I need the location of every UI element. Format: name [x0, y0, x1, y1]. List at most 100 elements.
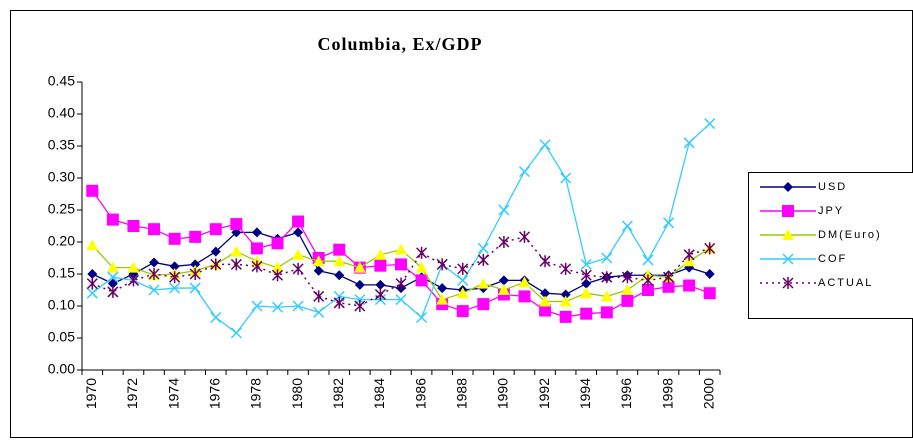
marker — [415, 274, 428, 287]
x-tick-label: 1986 — [412, 378, 428, 409]
marker — [395, 243, 407, 255]
x-tick-label: 1976 — [206, 378, 222, 409]
marker — [251, 300, 263, 312]
marker — [662, 280, 675, 293]
marker — [106, 213, 119, 226]
marker — [539, 255, 551, 268]
marker — [477, 298, 490, 311]
marker — [518, 230, 531, 243]
marker — [230, 258, 242, 271]
marker — [313, 290, 325, 303]
marker — [107, 285, 119, 298]
marker — [107, 271, 119, 283]
marker — [189, 268, 201, 280]
marker — [292, 262, 304, 275]
marker — [641, 284, 654, 296]
marker — [169, 282, 181, 294]
marker — [457, 262, 469, 275]
marker — [683, 137, 695, 149]
marker — [518, 276, 531, 288]
marker — [601, 271, 613, 284]
marker — [704, 118, 716, 130]
marker — [457, 274, 469, 286]
marker — [169, 271, 181, 284]
marker — [168, 232, 181, 245]
marker — [293, 227, 304, 238]
marker — [560, 262, 572, 275]
marker — [621, 284, 634, 295]
legend-box — [748, 172, 913, 319]
x-tick-label: 1998 — [659, 378, 675, 409]
y-tick-label: 0.30 — [48, 169, 75, 185]
marker — [498, 204, 510, 216]
marker — [86, 287, 98, 299]
marker — [271, 237, 284, 250]
legend-label: JPY — [818, 205, 844, 217]
marker — [334, 270, 345, 281]
y-tick-label: 0.35 — [48, 137, 75, 153]
marker — [313, 306, 325, 318]
x-tick-label: 2000 — [700, 378, 716, 409]
marker — [169, 261, 180, 272]
marker — [86, 239, 99, 251]
legend-label: USD — [818, 181, 847, 193]
marker — [127, 274, 139, 287]
x-tick-label: 1996 — [618, 378, 634, 409]
marker — [580, 287, 593, 299]
marker — [539, 139, 551, 151]
marker — [395, 258, 407, 271]
marker — [581, 278, 592, 289]
marker — [416, 246, 428, 259]
marker — [395, 294, 407, 306]
marker — [539, 295, 552, 307]
marker — [209, 223, 222, 236]
marker — [148, 268, 160, 280]
marker — [333, 296, 345, 309]
marker — [436, 258, 448, 271]
marker — [313, 265, 324, 276]
y-tick-label: 0.45 — [48, 73, 75, 89]
marker — [210, 246, 221, 257]
marker — [683, 279, 696, 292]
marker — [518, 290, 531, 303]
marker — [498, 236, 510, 248]
marker — [189, 230, 202, 243]
legend-label: COF — [818, 253, 847, 265]
y-tick-label: 0.00 — [48, 361, 75, 377]
marker — [621, 220, 633, 232]
marker — [292, 248, 305, 260]
marker — [292, 300, 304, 312]
marker — [663, 271, 675, 284]
marker — [560, 172, 572, 184]
marker — [559, 295, 572, 307]
y-tick-label: 0.25 — [48, 201, 75, 217]
marker — [497, 284, 510, 295]
marker — [210, 311, 222, 324]
x-tick-label: 1972 — [124, 378, 140, 409]
x-tick-label: 1978 — [248, 378, 264, 409]
marker — [477, 253, 489, 266]
marker — [127, 261, 140, 273]
marker — [621, 271, 633, 284]
marker — [107, 278, 118, 289]
y-tick-label: 0.05 — [48, 329, 75, 345]
marker — [580, 258, 592, 270]
marker — [251, 260, 263, 273]
marker — [127, 220, 140, 232]
marker — [477, 277, 490, 289]
marker — [782, 229, 794, 240]
marker — [683, 248, 695, 261]
marker — [354, 300, 366, 312]
x-tick-label: 1980 — [289, 378, 305, 409]
marker — [621, 294, 634, 307]
marker — [251, 227, 262, 238]
x-tick-label: 1992 — [536, 378, 552, 409]
marker — [498, 275, 509, 286]
marker — [395, 277, 407, 290]
marker — [190, 259, 201, 270]
legend-label: DM(Euro) — [818, 229, 882, 241]
marker — [415, 261, 428, 273]
marker — [149, 257, 160, 268]
marker — [456, 305, 469, 318]
x-tick-label: 1982 — [330, 378, 346, 409]
